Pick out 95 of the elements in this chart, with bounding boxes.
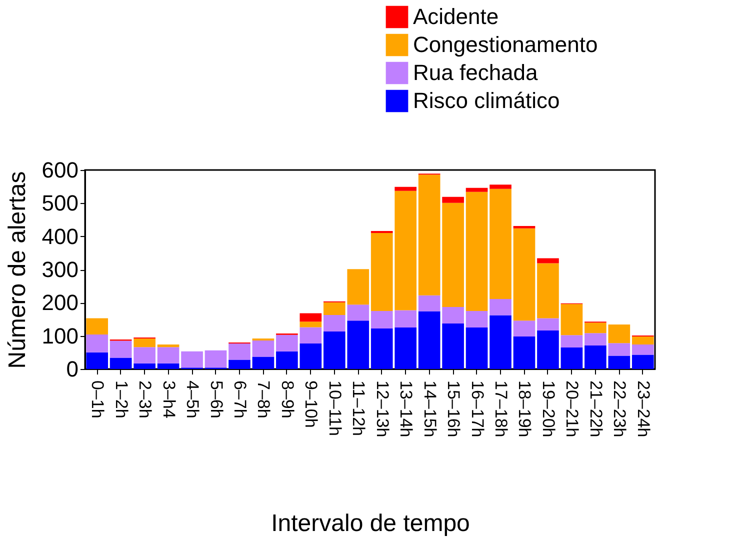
bar — [632, 344, 654, 355]
bar — [466, 310, 488, 328]
bar — [466, 188, 488, 192]
bar — [300, 343, 322, 369]
y-tick-label: 500 — [42, 190, 78, 216]
bar — [442, 196, 464, 203]
bar — [442, 202, 464, 307]
bar — [442, 324, 464, 369]
bar — [134, 363, 156, 369]
bar — [490, 315, 512, 369]
bar — [537, 318, 559, 331]
bar — [276, 351, 298, 369]
bar — [442, 306, 464, 324]
bar — [608, 356, 630, 369]
y-tick-label: 200 — [42, 290, 78, 316]
bar — [537, 330, 559, 369]
y-tick-label: 300 — [42, 257, 78, 282]
bar — [252, 340, 274, 357]
bar — [560, 304, 583, 336]
bar — [134, 338, 156, 348]
bar — [560, 335, 583, 348]
x-tick-label: 17–18h — [492, 380, 511, 438]
bar — [537, 263, 559, 318]
bar — [466, 328, 488, 369]
x-tick-label: 14–15h — [420, 380, 440, 438]
bar — [157, 363, 180, 369]
bar — [608, 324, 630, 344]
bar — [632, 354, 654, 369]
x-tick-label: 0–1h — [88, 380, 108, 418]
x-tick-label: 23–24h — [634, 380, 653, 438]
bar — [228, 360, 250, 369]
bar — [157, 347, 180, 364]
x-tick-label: 16–17h — [468, 380, 487, 438]
x-tick-label: 10–11h — [325, 380, 344, 436]
bar — [560, 347, 583, 369]
bar — [300, 322, 322, 328]
bar — [134, 347, 156, 364]
bar — [181, 351, 203, 368]
x-tick-label: 8–9h — [278, 380, 297, 418]
bar — [537, 258, 559, 264]
x-axis-title: Intervalo de tempo — [271, 510, 470, 538]
bar — [466, 192, 488, 311]
bar — [86, 318, 108, 335]
x-tick-label: 12–13h — [372, 380, 392, 438]
x-tick-label: 19–20h — [538, 380, 558, 438]
x-tick-label: 22–23h — [610, 380, 630, 438]
bar — [394, 186, 417, 191]
x-tick-label: 13–14h — [396, 380, 416, 438]
bar — [276, 334, 298, 352]
bar — [300, 327, 322, 344]
y-tick-label: 0 — [66, 356, 78, 382]
bar — [584, 322, 606, 334]
bar — [86, 334, 108, 352]
x-tick-label: 6–7h — [230, 380, 250, 418]
y-tick-label: 100 — [42, 323, 78, 348]
bar — [300, 313, 322, 322]
x-tick-label: 20–21h — [562, 380, 582, 438]
legend-label: Rua fechada — [413, 60, 539, 85]
legend-label: Congestionamento — [413, 32, 598, 57]
bar — [418, 311, 440, 369]
y-tick-label: 400 — [42, 224, 78, 249]
bar — [418, 174, 440, 296]
bar — [513, 336, 536, 369]
x-tick-label: 9–10h — [302, 380, 321, 428]
bar — [110, 340, 132, 358]
bar — [584, 345, 606, 369]
bar — [608, 343, 630, 356]
bar — [490, 184, 512, 189]
x-tick-label: 7–8h — [254, 380, 274, 418]
x-tick-label: 2–3h — [136, 380, 155, 418]
bar — [513, 228, 536, 321]
x-tick-label: 3–h4 — [159, 380, 178, 418]
x-tick-label: 4–5h — [183, 380, 202, 418]
bar — [86, 352, 108, 369]
bar — [418, 295, 440, 312]
bar — [228, 343, 250, 360]
y-axis-title: Número de alertas — [4, 171, 31, 369]
x-tick-label: 18–19h — [515, 380, 534, 438]
x-tick-label: 11–12h — [349, 380, 368, 436]
legend-label: Risco climático — [413, 88, 560, 113]
bar — [204, 350, 227, 368]
x-tick-label: 15–16h — [444, 380, 464, 438]
x-tick-label: 1–2h — [112, 380, 131, 418]
bar — [490, 299, 512, 316]
legend-label: Acidente — [413, 4, 499, 29]
bar — [490, 188, 512, 300]
bar — [157, 344, 180, 348]
x-tick-label: 21–22h — [586, 380, 606, 438]
x-tick-label: 5–6h — [206, 380, 226, 418]
bar — [513, 320, 536, 336]
y-tick-label: 600 — [42, 158, 78, 182]
bar — [584, 333, 606, 346]
bar — [252, 356, 274, 369]
bar — [110, 358, 132, 369]
bar — [632, 336, 654, 344]
